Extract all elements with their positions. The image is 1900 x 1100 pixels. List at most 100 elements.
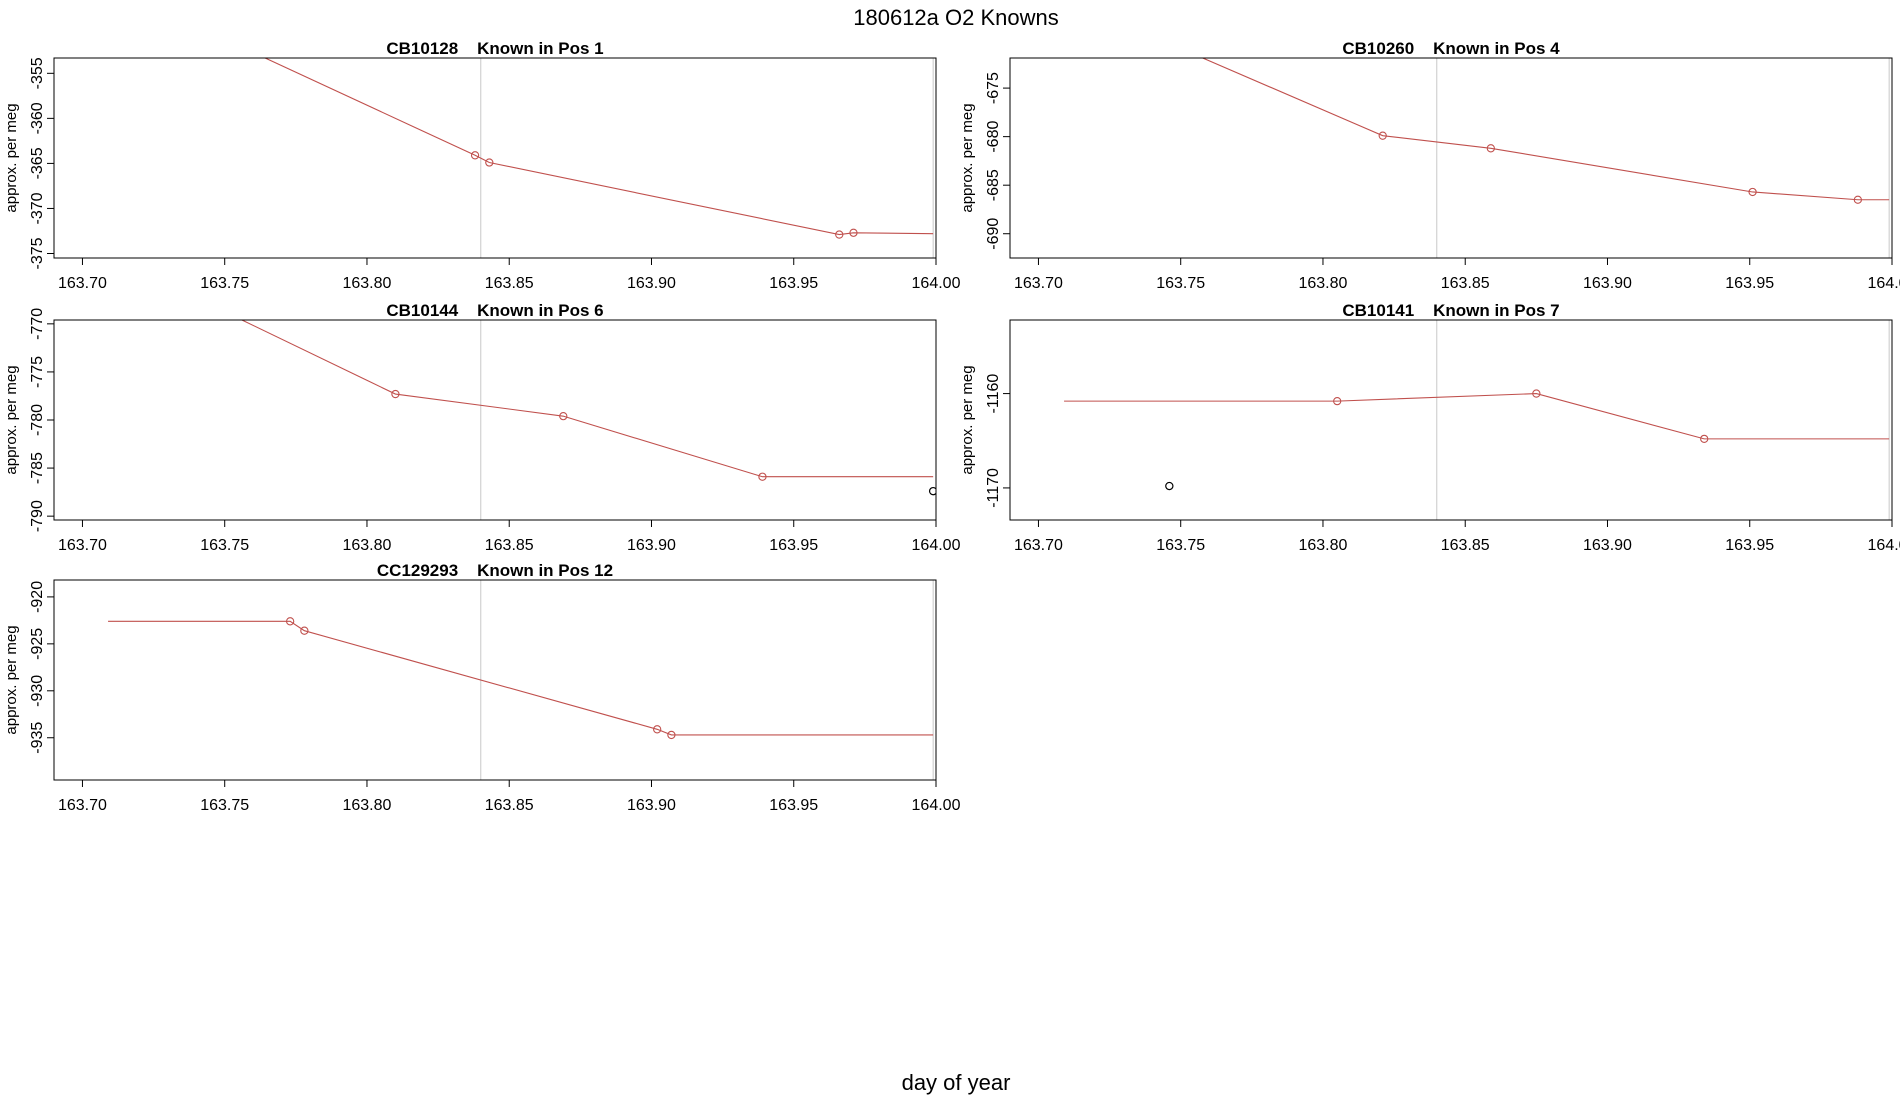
y-axis-title: approx. per meg — [3, 625, 20, 734]
series-group — [108, 617, 934, 740]
x-tick-label: 163.95 — [769, 797, 818, 814]
y-tick-label: -770 — [29, 308, 46, 340]
panel-title: CB10128 Known in Pos 1 — [386, 39, 603, 58]
x-tick-label: 163.70 — [58, 537, 107, 554]
x-tick-label: 163.75 — [200, 537, 249, 554]
x-tick-label: 163.80 — [1298, 537, 1347, 554]
series-line — [1064, 393, 1890, 440]
y-tick-label: -675 — [985, 72, 1002, 104]
plot-frame — [53, 57, 937, 259]
data-point — [1486, 144, 1495, 153]
y-tick-label: -785 — [29, 452, 46, 484]
plot-frame — [53, 579, 937, 781]
x-tick-label: 163.85 — [485, 275, 534, 292]
series-line — [1201, 58, 1890, 201]
data-point — [1378, 131, 1387, 140]
panel-4: 163.70 163.75 163.80 163.85 163.90 163.95 164.… — [959, 301, 1900, 554]
y-tick-label: -1160 — [985, 374, 1002, 414]
data-point — [485, 158, 494, 167]
y-tick-label: -685 — [985, 169, 1002, 201]
x-tick-label: 163.80 — [1298, 275, 1347, 292]
data-point — [300, 626, 309, 635]
x-tick-label: 163.85 — [1441, 537, 1490, 554]
data-point — [849, 228, 858, 237]
series-line — [108, 620, 934, 736]
panel-title: CB10260 Known in Pos 4 — [1342, 39, 1560, 58]
x-tick-label: 163.90 — [1583, 275, 1632, 292]
data-point — [1700, 434, 1709, 444]
x-tick-label: 163.70 — [58, 275, 107, 292]
x-tick-label: 164.00 — [1868, 537, 1900, 554]
y-axis-title: approx. per meg — [959, 103, 976, 212]
y-tick-label: -925 — [29, 628, 46, 660]
data-point — [758, 472, 767, 481]
y-tick-label: -355 — [29, 57, 46, 89]
y-tick-label: -1170 — [985, 468, 1002, 508]
data-point — [470, 151, 480, 160]
y-tick-label: -375 — [29, 237, 46, 269]
x-tick-label: 163.75 — [200, 275, 249, 292]
data-point — [835, 230, 844, 239]
x-tick-label: 163.95 — [1725, 275, 1774, 292]
plot-frame — [53, 319, 937, 521]
y-axis-title: approx. per meg — [3, 365, 20, 474]
outlier-point — [928, 486, 936, 496]
x-tick-label: 163.95 — [769, 275, 818, 292]
x-tick-label: 163.70 — [1014, 275, 1063, 292]
outlier-point — [1165, 481, 1174, 491]
y-tick-label: -680 — [985, 121, 1002, 153]
x-tick-label: 163.80 — [342, 537, 391, 554]
x-tick-label: 163.70 — [58, 797, 107, 814]
y-tick-label: -930 — [29, 675, 46, 707]
plot-frame — [1009, 319, 1893, 521]
x-tick-label: 164.00 — [912, 537, 961, 554]
y-tick-label: -920 — [29, 581, 46, 613]
x-tick-label: 163.75 — [1156, 537, 1205, 554]
data-point — [1748, 187, 1757, 197]
data-point — [559, 412, 568, 421]
panel-2: 163.70 163.75 163.80 163.85 163.90 163.95 164.… — [959, 39, 1900, 292]
data-point — [1532, 389, 1541, 398]
y-axis-title: approx. per meg — [959, 365, 976, 474]
x-tick-label: 163.90 — [627, 275, 676, 292]
x-tick-label: 164.00 — [1868, 275, 1900, 292]
y-axis-title: approx. per meg — [3, 103, 20, 212]
x-tick-label: 163.80 — [342, 797, 391, 814]
data-point — [285, 617, 295, 626]
plot-frame — [1009, 57, 1893, 259]
y-tick-label: -775 — [29, 356, 46, 388]
x-tick-label: 163.95 — [769, 537, 818, 554]
x-tick-label: 163.85 — [485, 797, 534, 814]
series-line — [240, 320, 934, 478]
series-group — [263, 58, 934, 239]
y-tick-label: -360 — [29, 102, 46, 134]
x-tick-label: 164.00 — [912, 275, 961, 292]
data-point — [1853, 195, 1863, 204]
panel-title: CC129293 Known in Pos 12 — [377, 561, 613, 580]
series-group — [240, 320, 936, 496]
panels: 163.70 163.75 163.80 163.85 163.90 163.95 164.… — [3, 39, 1900, 814]
y-tick-label: -370 — [29, 192, 46, 224]
x-tick-label: 163.90 — [627, 797, 676, 814]
y-tick-label: -935 — [29, 722, 46, 754]
panel-title: CB10141 Known in Pos 7 — [1342, 301, 1559, 320]
panel-1: 163.70 163.75 163.80 163.85 163.90 163.95 164.… — [3, 39, 961, 292]
x-tick-label: 164.00 — [912, 797, 961, 814]
x-tick-label: 163.90 — [1583, 537, 1632, 554]
data-point — [391, 389, 400, 399]
x-tick-label: 163.80 — [342, 275, 391, 292]
x-tick-label: 163.75 — [1156, 275, 1205, 292]
y-tick-label: -780 — [29, 404, 46, 436]
data-point — [653, 725, 662, 734]
series-line — [263, 58, 934, 236]
x-tick-label: 163.70 — [1014, 537, 1063, 554]
figure-title: 180612a O2 Knowns — [853, 5, 1059, 30]
x-tick-label: 163.95 — [1725, 537, 1774, 554]
series-group — [1064, 389, 1890, 491]
data-point — [1333, 396, 1342, 406]
x-tick-label: 163.75 — [200, 797, 249, 814]
y-tick-label: -790 — [29, 500, 46, 532]
panel-5: 163.70 163.75 163.80 163.85 163.90 163.95 164.… — [3, 561, 961, 814]
x-tick-label: 163.90 — [627, 537, 676, 554]
